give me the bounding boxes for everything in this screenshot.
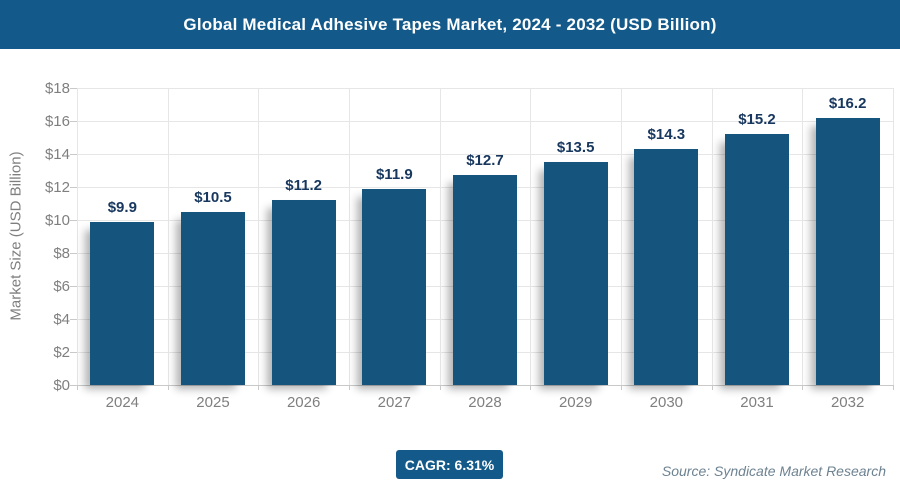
y-tick-mark: [70, 385, 77, 386]
y-tick-mark: [70, 286, 77, 287]
bar-2025: [181, 211, 245, 385]
source-text: Source: Syndicate Market Research: [661, 463, 886, 479]
y-tick-label: $12: [44, 179, 70, 196]
x-tick-label: 2025: [196, 394, 230, 411]
bar-value-label: $10.5: [194, 188, 232, 206]
y-tick-label: $4: [53, 311, 70, 328]
y-axis-title: Market Size (USD Billion): [7, 151, 25, 321]
gridline-x: [439, 88, 441, 385]
x-tick-label: 2030: [649, 394, 684, 411]
x-tick-mark: [167, 385, 169, 390]
plot-area: [77, 88, 894, 386]
bar-2032: [815, 117, 880, 385]
gridline-x: [167, 88, 169, 385]
x-tick-label: 2024: [105, 394, 140, 411]
y-tick-label: $14: [44, 146, 70, 163]
chart-title: Global Medical Adhesive Tapes Market, 20…: [183, 14, 717, 34]
x-tick-mark: [530, 385, 532, 390]
y-tick-mark: [70, 319, 77, 320]
gridline-x: [621, 88, 622, 385]
y-tick-mark: [70, 220, 77, 221]
bar-2027: [362, 188, 427, 385]
gridline-x: [802, 88, 804, 385]
x-tick-mark: [77, 385, 78, 390]
gridline-x: [893, 88, 894, 385]
x-tick-label: 2032: [830, 394, 865, 411]
bar-2024: [90, 221, 155, 385]
bar-value-label: $13.5: [556, 139, 595, 157]
bar-2031: [725, 134, 789, 385]
bar-value-label: $12.7: [466, 152, 504, 170]
gridline-y: [77, 121, 893, 122]
x-tick-label: 2029: [558, 394, 593, 411]
bar-2029: [543, 162, 608, 385]
x-tick-mark: [349, 385, 350, 390]
y-tick-mark: [70, 187, 77, 188]
y-tick-mark: [70, 352, 77, 353]
y-tick-label: $16: [44, 113, 70, 130]
y-tick-label: $2: [53, 344, 70, 361]
chart-title-bar: Global Medical Adhesive Tapes Market, 20…: [0, 0, 900, 49]
bar-value-label: $11.2: [285, 177, 323, 195]
gridline-x: [349, 88, 350, 385]
bar-value-label: $14.3: [647, 126, 686, 144]
bar-value-label: $16.2: [828, 94, 867, 112]
x-tick-label: 2026: [286, 394, 321, 411]
x-tick-label: 2028: [468, 394, 502, 411]
x-tick-mark: [258, 385, 260, 390]
y-tick-label: $8: [53, 245, 70, 262]
cagr-label: CAGR: 6.31%: [404, 456, 495, 473]
x-tick-mark: [711, 385, 713, 390]
y-tick-label: $10: [44, 212, 70, 229]
y-tick-mark: [70, 88, 77, 89]
x-tick-mark: [439, 385, 441, 390]
y-tick-label: $6: [53, 278, 70, 295]
x-tick-mark: [621, 385, 622, 390]
gridline-y: [77, 385, 893, 386]
bar-2026: [271, 200, 336, 385]
bar-value-label: $9.9: [107, 198, 137, 216]
bar-2028: [453, 175, 517, 385]
gridline-x: [258, 88, 260, 385]
gridline-y: [77, 154, 893, 155]
x-tick-mark: [802, 385, 804, 390]
gridline-y: [77, 88, 893, 89]
bar-value-label: $15.2: [738, 111, 776, 129]
bar-2030: [634, 149, 699, 385]
y-tick-label: $0: [53, 377, 70, 394]
y-tick-mark: [70, 154, 77, 155]
gridline-x: [530, 88, 532, 385]
y-tick-mark: [70, 121, 77, 122]
y-tick-label: $18: [44, 80, 70, 97]
gridline-x: [77, 88, 78, 385]
y-tick-mark: [70, 253, 77, 254]
x-tick-label: 2027: [377, 394, 412, 411]
x-tick-mark: [893, 385, 894, 390]
x-tick-label: 2031: [740, 394, 774, 411]
gridline-x: [711, 88, 713, 385]
bar-value-label: $11.9: [375, 165, 413, 183]
cagr-badge: CAGR: 6.31%: [396, 450, 503, 479]
